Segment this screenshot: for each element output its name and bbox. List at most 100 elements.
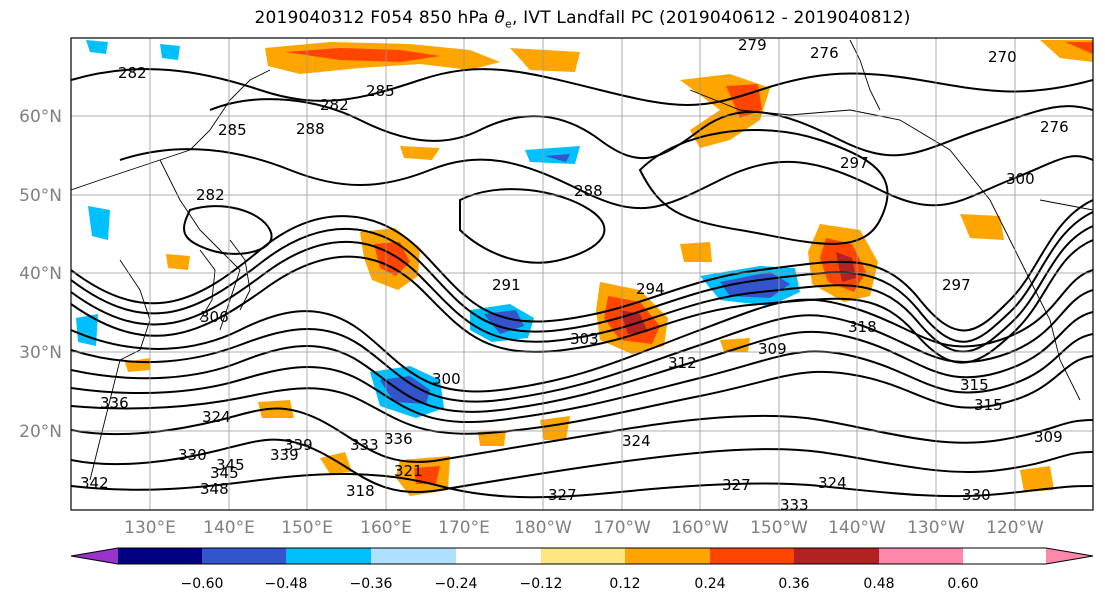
lon-label: 130°W (907, 518, 965, 538)
title-theta-sub: e (504, 17, 512, 31)
contour-label: 297 (942, 276, 971, 294)
colorbar-segment (118, 548, 202, 564)
contour-label: 276 (1040, 118, 1069, 136)
lon-label: 140°E (203, 518, 255, 538)
colorbar-over-triangle (1046, 548, 1093, 564)
contour-label: 300 (1006, 170, 1035, 188)
lat-label-group: 60°N 50°N 40°N 30°N 20°N (19, 107, 62, 442)
plot-title: 2019040312 F054 850 hPa θe, IVT Landfall… (0, 8, 1105, 30)
contour-label: 309 (1034, 428, 1063, 446)
colorbar-tick-group: −0.60 −0.48 −0.36 −0.24 −0.12 0.12 0.24 … (181, 576, 979, 592)
contour-label: 300 (432, 370, 461, 388)
contour-label: 285 (218, 121, 247, 139)
colorbar-segment (202, 548, 286, 564)
lon-label: 160°E (360, 518, 412, 538)
colorbar-segment (710, 548, 794, 564)
contour-label: 315 (974, 396, 1003, 414)
contour-label: 318 (346, 482, 375, 500)
contour-label: 333 (350, 436, 379, 454)
colorbar-outline (70, 547, 1094, 565)
contour-label: 276 (810, 44, 839, 62)
contour-label: 324 (818, 474, 847, 492)
contour-label: 330 (178, 446, 207, 464)
contour-label: 321 (394, 462, 423, 480)
lat-label: 60°N (19, 107, 62, 127)
contour-label: 270 (988, 48, 1017, 66)
lat-label: 30°N (19, 343, 62, 363)
colorbar-segment (371, 548, 456, 564)
colorbar-tick-label: 0.24 (694, 576, 725, 592)
title-prefix: 2019040312 F054 850 hPa (254, 8, 495, 28)
colorbar-tick-label: −0.48 (265, 576, 308, 592)
colorbar-segment (456, 548, 541, 564)
contour-label: 306 (200, 308, 229, 326)
lon-label: 140°W (828, 518, 886, 538)
contour-label: 333 (780, 496, 809, 514)
contour-label: 324 (202, 408, 231, 426)
colorbar-segment (541, 548, 625, 564)
contour-label: 339 (284, 436, 313, 454)
contour-label: 282 (320, 96, 349, 114)
contour-label: 345 (216, 456, 245, 474)
contour-label: 327 (548, 486, 577, 504)
lon-label: 130°E (124, 518, 176, 538)
contour-label: 327 (722, 476, 751, 494)
contour-label: 336 (384, 430, 413, 448)
lat-label: 50°N (19, 186, 62, 206)
lon-label: 170°E (438, 518, 490, 538)
colorbar-segment (879, 548, 963, 564)
colorbar-tick-label: 0.12 (609, 576, 640, 592)
lon-label: 170°W (593, 518, 651, 538)
colorbar-tick-label: 0.60 (947, 576, 978, 592)
contour-label: 288 (296, 120, 325, 138)
colorbar-segment (794, 548, 879, 564)
contour-label: 339 (270, 446, 299, 464)
contour-label: 282 (196, 186, 225, 204)
contour-label: 288 (574, 182, 603, 200)
lon-label-group: 130°E 140°E 150°E 160°E 170°E 180°W 170°… (124, 518, 1044, 538)
contour-label: 303 (570, 330, 599, 348)
lon-label: 150°W (750, 518, 808, 538)
contour-label-group: 282 285 282 285 288 282 279 276 270 276 … (80, 36, 1069, 514)
theta-e-contours (71, 68, 1093, 499)
contour-label: 279 (738, 36, 767, 54)
contour-label: 291 (492, 276, 521, 294)
contour-label: 345 (210, 464, 239, 482)
contour-label: 330 (962, 486, 991, 504)
contour-label: 336 (100, 394, 129, 412)
title-theta: θ (494, 8, 505, 28)
colorbar-segment (963, 548, 1046, 564)
colorbar-segment (625, 548, 710, 564)
contour-label: 309 (758, 340, 787, 358)
colorbar-tick-label: 0.36 (778, 576, 809, 592)
title-suffix: , IVT Landfall PC (2019040612 - 20190408… (511, 8, 911, 28)
coastlines (71, 39, 1093, 481)
colorbar (70, 547, 1094, 565)
contour-label: 348 (200, 480, 229, 498)
contour-label: 318 (848, 318, 877, 336)
lat-label: 40°N (19, 264, 62, 284)
contour-label: 312 (668, 354, 697, 372)
contour-label: 324 (622, 432, 651, 450)
lat-label: 20°N (19, 422, 62, 442)
contour-label: 315 (960, 376, 989, 394)
colorbar-segment (286, 548, 371, 564)
lon-label: 160°W (671, 518, 729, 538)
colorbar-tick-label: 0.48 (863, 576, 894, 592)
contour-label: 297 (840, 154, 869, 172)
colorbar-tick-label: −0.24 (435, 576, 478, 592)
contour-label: 285 (366, 82, 395, 100)
lon-label: 150°E (281, 518, 333, 538)
map-frame (70, 37, 1094, 511)
contour-label: 294 (636, 280, 665, 298)
colorbar-tick-label: −0.12 (520, 576, 563, 592)
colorbar-tick-label: −0.36 (350, 576, 393, 592)
lon-label: 120°W (986, 518, 1044, 538)
contour-label: 342 (80, 474, 109, 492)
colorbar-tick-label: −0.60 (181, 576, 224, 592)
map-layers (71, 39, 1093, 499)
colorbar-under-triangle (71, 548, 118, 564)
contour-label: 282 (118, 64, 147, 82)
gridlines (71, 38, 1093, 510)
